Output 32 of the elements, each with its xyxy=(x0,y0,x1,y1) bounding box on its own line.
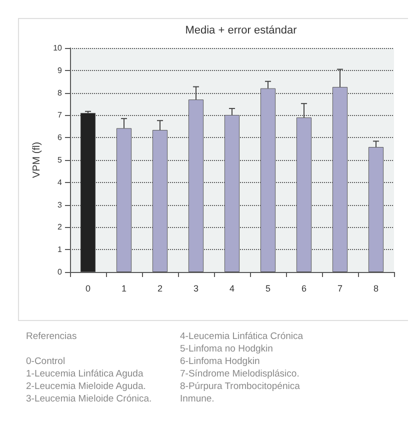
text: 0-Control xyxy=(26,356,66,367)
text: 1-Leucemia Linfática Aguda xyxy=(26,368,144,380)
x-tick-label: 5 xyxy=(265,284,271,294)
x-tick-label: 7 xyxy=(337,284,343,294)
text: Referencias xyxy=(26,330,77,342)
y-tick-label: 7 xyxy=(58,110,63,120)
x-tick-label: 8 xyxy=(373,284,379,294)
y-tick-label: 9 xyxy=(58,66,63,75)
text: 6-Linfoma Hodgkin xyxy=(180,356,260,367)
y-axis-title: VPM (fl) xyxy=(32,142,43,178)
x-tick-label: 0 xyxy=(85,284,91,294)
y-tick-label: 0 xyxy=(58,268,63,276)
text: 2-Leucemia Mieloide Aguda. xyxy=(26,380,146,392)
text: 4-Leucemia Linfática Crónica xyxy=(180,330,304,342)
x-tick-label: 1 xyxy=(121,284,127,294)
y-tick-label: 3 xyxy=(58,200,63,210)
text: 3-Leucemia Mieloide Crónica. xyxy=(26,393,152,404)
x-tick-label: 6 xyxy=(301,284,307,294)
y-tick-label: 4 xyxy=(58,178,63,187)
y-tick-label: 1 xyxy=(58,245,63,254)
y-tick-label: 8 xyxy=(58,88,63,98)
x-tick-label: 2 xyxy=(157,284,163,294)
text: 7-Síndrome Mielodisplásico. xyxy=(180,368,300,380)
y-tick-label: 5 xyxy=(58,156,63,164)
chart-title: Media + error estándar xyxy=(185,24,298,36)
x-tick-label: 3 xyxy=(193,284,199,294)
x-tick-label: 4 xyxy=(229,284,235,294)
text: 5-Linfoma no Hodgkin xyxy=(180,343,273,354)
y-tick-label: 10 xyxy=(53,44,63,52)
y-tick-label: 6 xyxy=(58,133,63,142)
text: 8-Púrpura Trombocitopénica Inmune. xyxy=(180,380,303,404)
y-tick-label: 2 xyxy=(58,222,63,232)
